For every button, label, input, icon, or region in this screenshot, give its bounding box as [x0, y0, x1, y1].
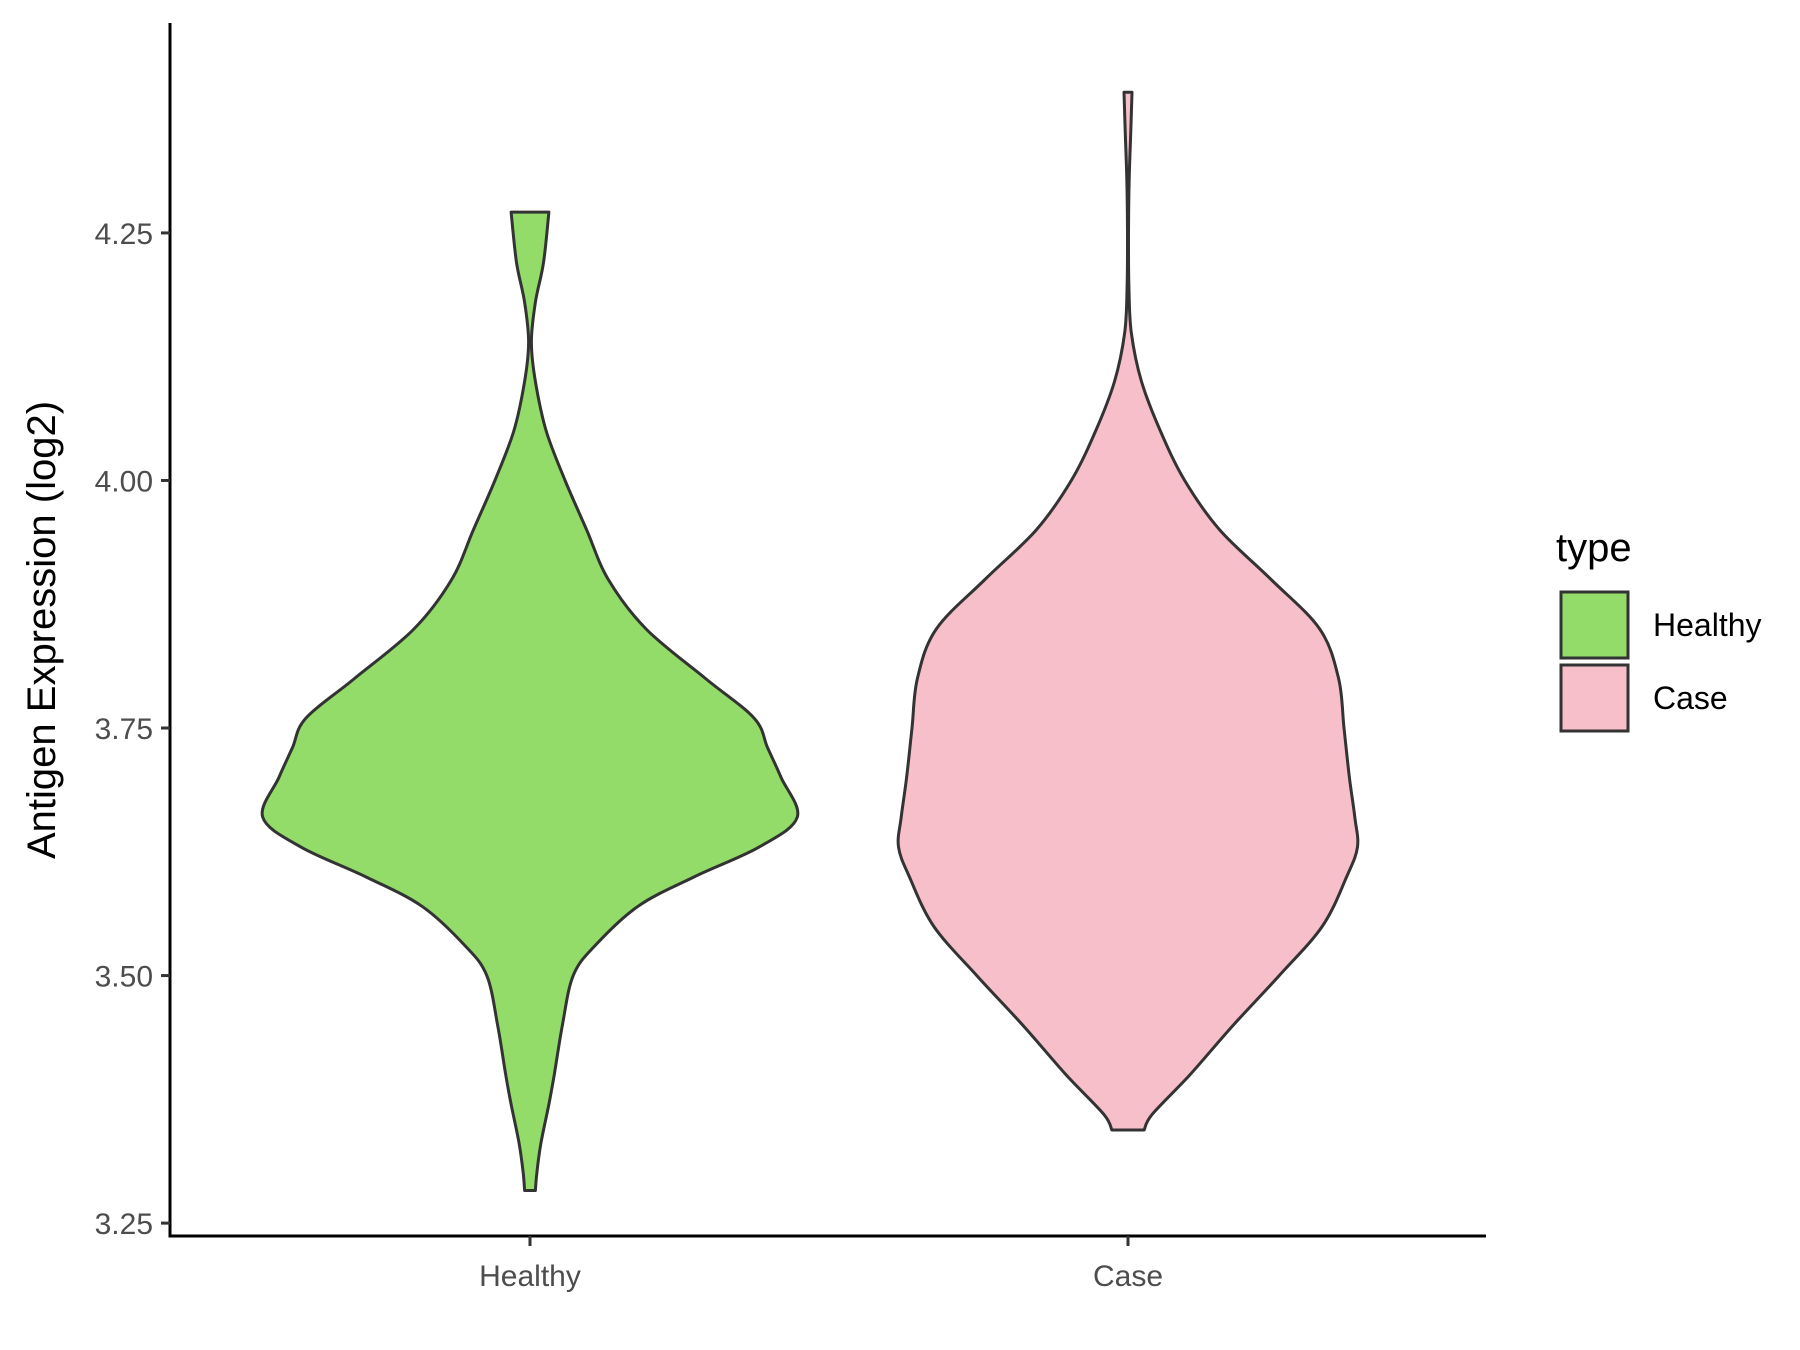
- x-tick-label: Case: [1093, 1260, 1163, 1293]
- y-axis-title: Antigen Expression (log2): [20, 401, 64, 859]
- legend-title: type: [1556, 526, 1632, 570]
- violins-layer: [260, 90, 1360, 1192]
- x-ticks: Healthy Case: [479, 1236, 1163, 1293]
- legend-label-case: Case: [1653, 680, 1728, 716]
- x-tick-label: Healthy: [479, 1260, 581, 1293]
- legend-key-healthy: [1559, 590, 1630, 660]
- y-ticks: 3.25 3.50 3.75 4.00 4.25: [95, 218, 170, 1241]
- violin-case: [896, 90, 1360, 1132]
- y-tick-label: 4.25: [95, 218, 153, 251]
- legend: type Healthy Case: [1556, 526, 1762, 733]
- legend-label-healthy: Healthy: [1653, 607, 1762, 643]
- legend-key-case: [1559, 663, 1630, 733]
- violin-healthy: [260, 210, 800, 1192]
- y-tick-label: 3.25: [95, 1208, 153, 1241]
- y-tick-label: 3.50: [95, 961, 153, 994]
- y-tick-label: 4.00: [95, 465, 153, 498]
- y-tick-label: 3.75: [95, 713, 153, 746]
